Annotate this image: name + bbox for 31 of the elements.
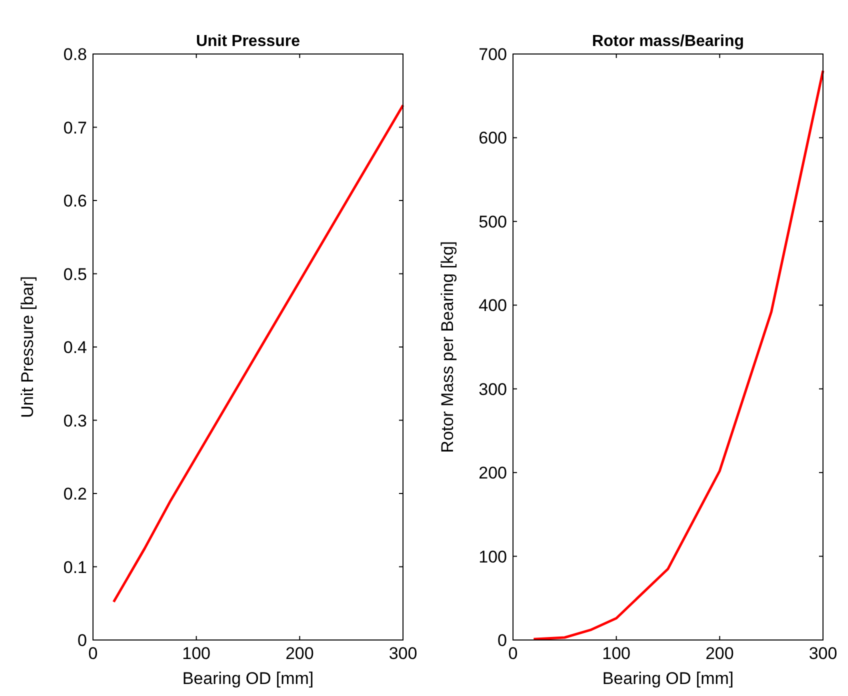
y-tick-label: 0 xyxy=(78,631,87,650)
y-tick-label: 300 xyxy=(478,380,507,399)
y-tick-label: 0 xyxy=(498,631,507,650)
y-tick-label: 200 xyxy=(478,464,507,483)
x-axis-title: Bearing OD [mm] xyxy=(182,669,314,688)
y-tick-label: 400 xyxy=(478,296,507,316)
chart-title: Unit Pressure xyxy=(196,33,300,50)
line-series xyxy=(112,104,404,604)
x-tick-label: 300 xyxy=(388,644,418,663)
line-series xyxy=(532,69,824,640)
chart-title: Rotor mass/Bearing xyxy=(592,33,744,50)
y-tick-label: 100 xyxy=(478,547,507,566)
y-axis-title: Rotor Mass per Bearing [kg] xyxy=(438,241,457,453)
x-axis-title: Bearing OD [mm] xyxy=(602,669,734,688)
y-axis-title: Unit Pressure [bar] xyxy=(18,276,37,418)
x-tick-label: 200 xyxy=(285,644,314,663)
y-tick-label: 0.6 xyxy=(63,192,87,210)
y-tick-label: 0.1 xyxy=(63,558,87,577)
y-tick-label: 0.8 xyxy=(63,45,87,64)
x-tick-label: 100 xyxy=(602,644,631,663)
y-tick-label: 700 xyxy=(478,45,507,64)
x-tick-label: 300 xyxy=(808,644,838,663)
x-tick-label: 200 xyxy=(705,644,734,663)
x-tick-label: 100 xyxy=(182,644,211,663)
y-tick-label: 0.5 xyxy=(63,264,87,284)
y-tick-label: 0.3 xyxy=(63,411,87,430)
y-tick-label: 0.4 xyxy=(63,338,87,357)
y-tick-label: 0.2 xyxy=(63,484,87,504)
y-tick-label: 600 xyxy=(478,128,507,148)
y-tick-label: 0.7 xyxy=(63,118,87,138)
y-tick-label: 500 xyxy=(478,212,507,232)
